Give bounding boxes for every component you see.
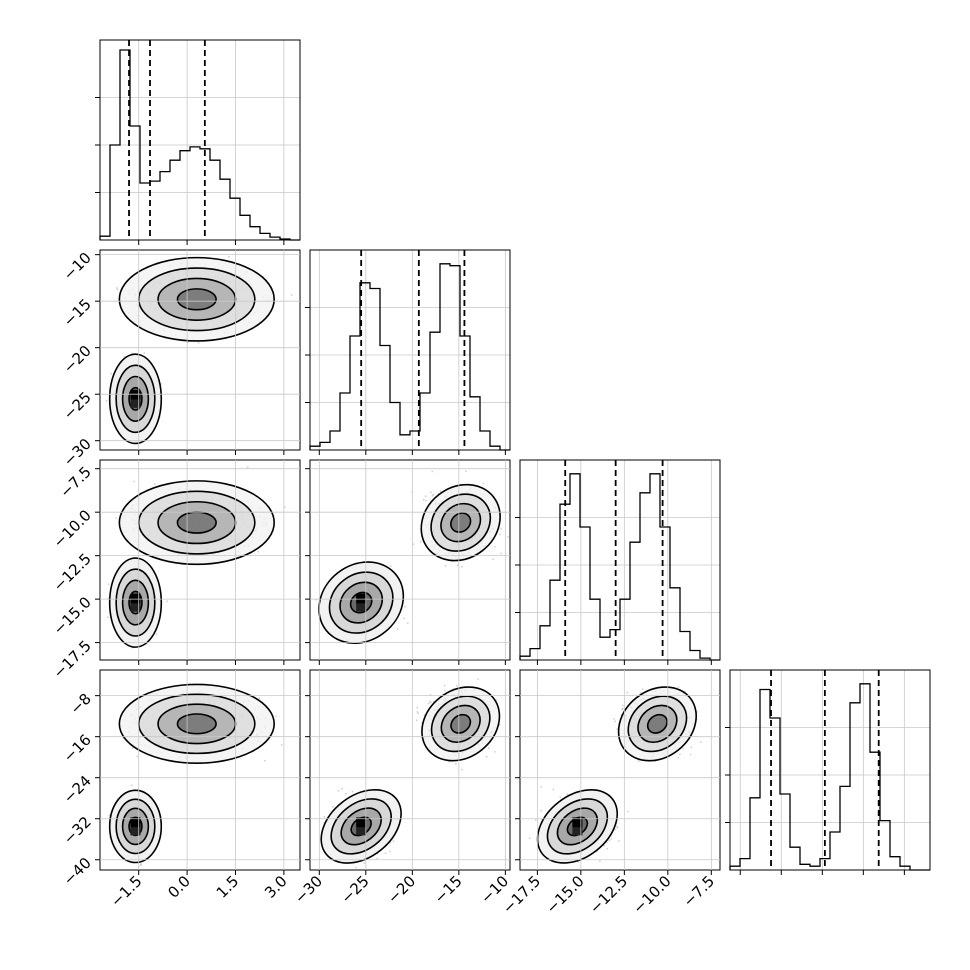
panel-frame (99, 459, 301, 661)
sample-point (133, 480, 135, 483)
sample-point (461, 565, 463, 568)
sample-point (494, 546, 496, 548)
sample-point (106, 616, 109, 619)
density-peak-cell (130, 389, 141, 400)
panel-frame (309, 249, 511, 451)
sample-point (465, 470, 467, 473)
sample-point (166, 600, 169, 603)
sample-point (482, 482, 485, 485)
sample-point (110, 372, 113, 375)
sample-point (403, 617, 405, 620)
density-peak-cell (130, 603, 141, 612)
sample-point (105, 400, 108, 402)
sample-point (425, 499, 427, 502)
panel-frame (729, 669, 931, 871)
sample-point (500, 527, 502, 530)
sample-point (160, 383, 163, 385)
sample-point (492, 558, 495, 561)
y-tick-label: −15.0 (50, 593, 95, 638)
sample-point (155, 633, 158, 636)
sample-point (424, 495, 427, 498)
sample-point (389, 565, 392, 567)
scatter-panel-p1-p2 (309, 459, 511, 661)
sample-point (456, 564, 459, 567)
sample-point (404, 605, 406, 608)
sample-point (115, 517, 118, 519)
density-peak-cell (130, 593, 141, 604)
density-peak-cell (130, 399, 141, 408)
sample-point (130, 784, 133, 787)
sample-point (432, 493, 435, 496)
panel-frame (309, 459, 511, 661)
histogram-step (309, 263, 510, 451)
histogram-step (99, 49, 300, 241)
sample-point (412, 543, 415, 546)
panel-frame (99, 39, 301, 241)
histogram-step (729, 683, 930, 871)
histogram-panel-p1 (305, 249, 511, 455)
sample-point (153, 483, 156, 485)
y-tick-label: −20 (60, 342, 95, 377)
sample-point (143, 352, 146, 355)
y-tick-label: −25 (60, 388, 95, 423)
sample-point (431, 470, 434, 473)
sample-point (258, 697, 261, 700)
y-tick-label: −17.5 (50, 637, 95, 682)
density-peak-cell (356, 603, 367, 612)
sample-point (246, 466, 249, 469)
sample-point (280, 744, 283, 746)
sample-point (507, 536, 509, 538)
sample-point (500, 552, 503, 555)
histogram-panel-p2 (515, 459, 721, 665)
sample-point (439, 490, 442, 493)
sample-point (406, 622, 409, 625)
density-peak-cell (356, 593, 367, 604)
sample-point (444, 564, 447, 567)
sample-point (227, 255, 230, 258)
sample-point (140, 863, 143, 865)
sample-point (419, 540, 422, 543)
sample-point (257, 550, 260, 553)
sample-point (107, 583, 110, 586)
sample-point (499, 533, 501, 536)
sample-point (430, 491, 432, 494)
y-tick-label: −12.5 (50, 550, 95, 595)
sample-point (115, 287, 118, 289)
density-contour (450, 512, 472, 533)
sample-point (396, 628, 399, 631)
y-tick-label: −7.5 (56, 463, 94, 501)
sample-point (140, 864, 142, 867)
sample-point (197, 342, 200, 344)
histogram-panel-p3 (725, 669, 931, 875)
density-contour (176, 288, 217, 311)
histogram-step (519, 473, 720, 661)
density-contour (176, 511, 217, 534)
scatter-panel-p0-p2 (99, 459, 301, 661)
y-tick-label: −10.0 (50, 506, 95, 551)
sample-point (422, 498, 425, 501)
panel-frame (519, 459, 721, 661)
scatter-panel-p0-p3 (99, 669, 301, 871)
y-tick-label: −30 (60, 435, 95, 470)
panel-frame (99, 249, 301, 451)
sample-point (108, 814, 111, 817)
scatter-panel-p0-p1 (99, 249, 301, 451)
y-tick-label: −15 (60, 295, 95, 330)
histogram-panel-p0 (95, 39, 301, 245)
sample-point (290, 294, 293, 296)
sample-point (116, 288, 119, 291)
y-tick-label: −10 (60, 249, 95, 284)
sample-point (275, 715, 277, 718)
sample-point (431, 494, 434, 497)
